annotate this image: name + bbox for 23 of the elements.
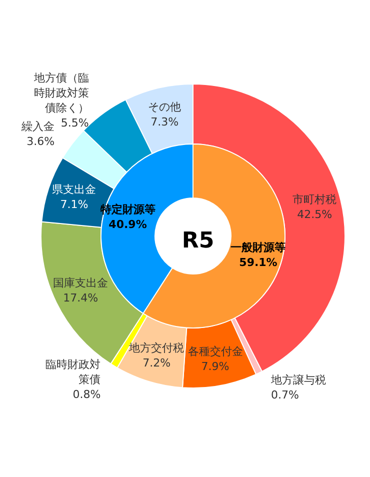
slice-label: 地方交付税 <box>128 342 184 355</box>
data-label: 59.1% <box>239 256 278 270</box>
data-label: 17.4% <box>63 292 98 305</box>
data-label: 7.3% <box>150 115 179 128</box>
slice-label: その他 <box>148 100 182 114</box>
data-label: 40.9% <box>108 218 147 231</box>
text: R5 <box>182 228 214 254</box>
slice-label: 市町村税 <box>292 192 337 206</box>
data-label: 7.9% <box>201 360 230 373</box>
slice-label: 繰入金 <box>20 120 55 133</box>
data-label: 0.7% <box>270 388 299 402</box>
data-label: 7.1% <box>60 198 88 211</box>
slice-label: 国庫支出金 <box>53 276 108 290</box>
data-label: 3.6% <box>26 134 55 148</box>
data-label: 7.2% <box>142 356 171 370</box>
data-label: 42.5% <box>297 208 332 221</box>
data-label: 5.5% <box>60 116 89 130</box>
slice-label: 地方譲与税 <box>270 373 326 386</box>
slice-label: 地方債（臨時財政対策債除く） <box>32 71 89 114</box>
slice-label: 臨時財政対策債 <box>46 358 101 386</box>
data-label: 0.8% <box>72 388 101 402</box>
slice-label: 県支出金 <box>52 183 96 196</box>
slice-label: 各種交付金 <box>188 345 243 358</box>
